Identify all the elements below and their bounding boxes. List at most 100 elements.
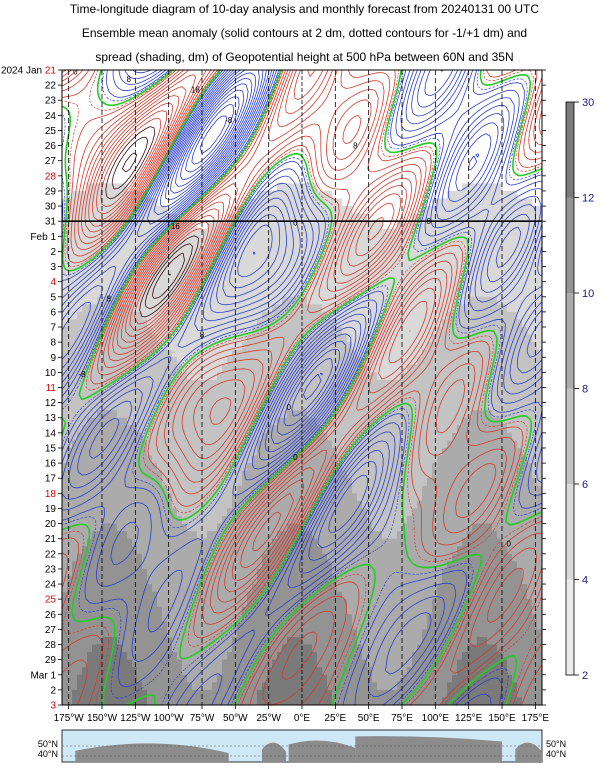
spread-cell: [437, 432, 443, 441]
spread-cell: [232, 584, 238, 593]
spread-cell: [517, 425, 523, 434]
spread-cell: [372, 327, 378, 335]
spread-cell: [147, 213, 153, 222]
spread-cell: [452, 198, 458, 207]
spread-cell: [487, 493, 493, 502]
spread-cell: [257, 463, 263, 472]
spread-cell: [322, 357, 328, 366]
spread-cell: [522, 584, 528, 593]
spread-cell: [132, 395, 138, 404]
spread-cell: [97, 417, 103, 426]
spread-cell: [537, 281, 542, 290]
spread-cell: [297, 334, 303, 343]
spread-cell: [262, 410, 268, 419]
spread-cell: [242, 402, 248, 411]
spread-cell: [407, 402, 413, 411]
spread-cell: [212, 221, 218, 230]
spread-cell: [272, 228, 278, 237]
spread-cell: [462, 206, 468, 215]
spread-cell: [297, 470, 303, 479]
spread-cell: [457, 493, 463, 502]
spread-cell: [127, 379, 133, 388]
spread-cell: [317, 258, 323, 267]
spread-cell: [137, 523, 143, 532]
spread-cell: [427, 500, 433, 509]
spread-cell: [62, 410, 68, 419]
spread-cell: [82, 266, 88, 275]
spread-cell: [232, 440, 238, 449]
spread-cell: [252, 213, 258, 222]
spread-cell: [532, 500, 538, 509]
spread-cell: [192, 470, 198, 479]
spread-cell: [272, 493, 278, 502]
spread-cell: [427, 440, 433, 449]
spread-cell: [182, 447, 188, 456]
spread-cell: [452, 463, 458, 472]
spread-cell: [97, 258, 103, 267]
spread-cell: [402, 553, 408, 562]
spread-cell: [172, 591, 178, 600]
spread-cell: [212, 410, 218, 419]
spread-cell: [162, 274, 168, 283]
spread-cell: [522, 304, 528, 313]
spread-cell: [197, 500, 203, 509]
spread-cell: [272, 447, 278, 456]
spread-cell: [307, 274, 313, 283]
spread-cell: [462, 432, 468, 441]
spread-cell: [357, 478, 363, 487]
spread-cell: [417, 417, 423, 426]
spread-cell: [467, 327, 473, 335]
spread-cell: [457, 372, 463, 381]
spread-cell: [167, 478, 173, 487]
spread-cell: [357, 379, 363, 388]
spread-cell: [222, 493, 228, 502]
spread-cell: [132, 493, 138, 502]
spread-cell: [77, 538, 83, 547]
spread-cell: [117, 258, 123, 267]
spread-cell: [182, 364, 188, 373]
spread-cell: [87, 402, 93, 411]
spread-cell: [537, 553, 542, 562]
spread-cell: [97, 508, 103, 517]
spread-cell: [412, 296, 418, 305]
spread-cell: [282, 576, 288, 585]
spread-cell: [72, 364, 78, 373]
spread-cell: [122, 379, 128, 388]
spread-cell: [512, 228, 518, 237]
spread-cell: [527, 576, 533, 585]
spread-cell: [467, 281, 473, 290]
spread-cell: [382, 500, 388, 509]
spread-cell: [327, 432, 333, 441]
spread-cell: [137, 387, 143, 396]
spread-cell: [372, 410, 378, 419]
spread-cell: [482, 357, 488, 366]
spread-cell: [327, 258, 333, 267]
spread-cell: [427, 364, 433, 373]
spread-cell: [327, 357, 333, 366]
spread-cell: [487, 387, 493, 396]
spread-cell: [447, 463, 453, 472]
spread-cell: [427, 289, 433, 298]
spread-cell: [102, 266, 108, 275]
spread-cell: [152, 478, 158, 487]
spread-cell: [137, 349, 143, 358]
spread-cell: [347, 311, 353, 320]
spread-cell: [347, 213, 353, 222]
spread-cell: [112, 228, 118, 237]
spread-cell: [387, 432, 393, 441]
spread-cell: [482, 296, 488, 305]
spread-cell: [102, 523, 108, 532]
spread-cell: [327, 500, 333, 509]
spread-cell: [137, 493, 143, 502]
spread-cell: [527, 568, 533, 577]
spread-cell: [252, 584, 258, 593]
spread-cell: [152, 485, 158, 494]
spread-cell: [512, 576, 518, 585]
spread-cell: [172, 379, 178, 388]
spread-cell: [337, 485, 343, 494]
spread-cell: [277, 243, 283, 252]
spread-cell: [72, 251, 78, 260]
spread-cell: [92, 523, 98, 532]
spread-cell: [262, 349, 268, 358]
spread-cell: [172, 289, 178, 298]
